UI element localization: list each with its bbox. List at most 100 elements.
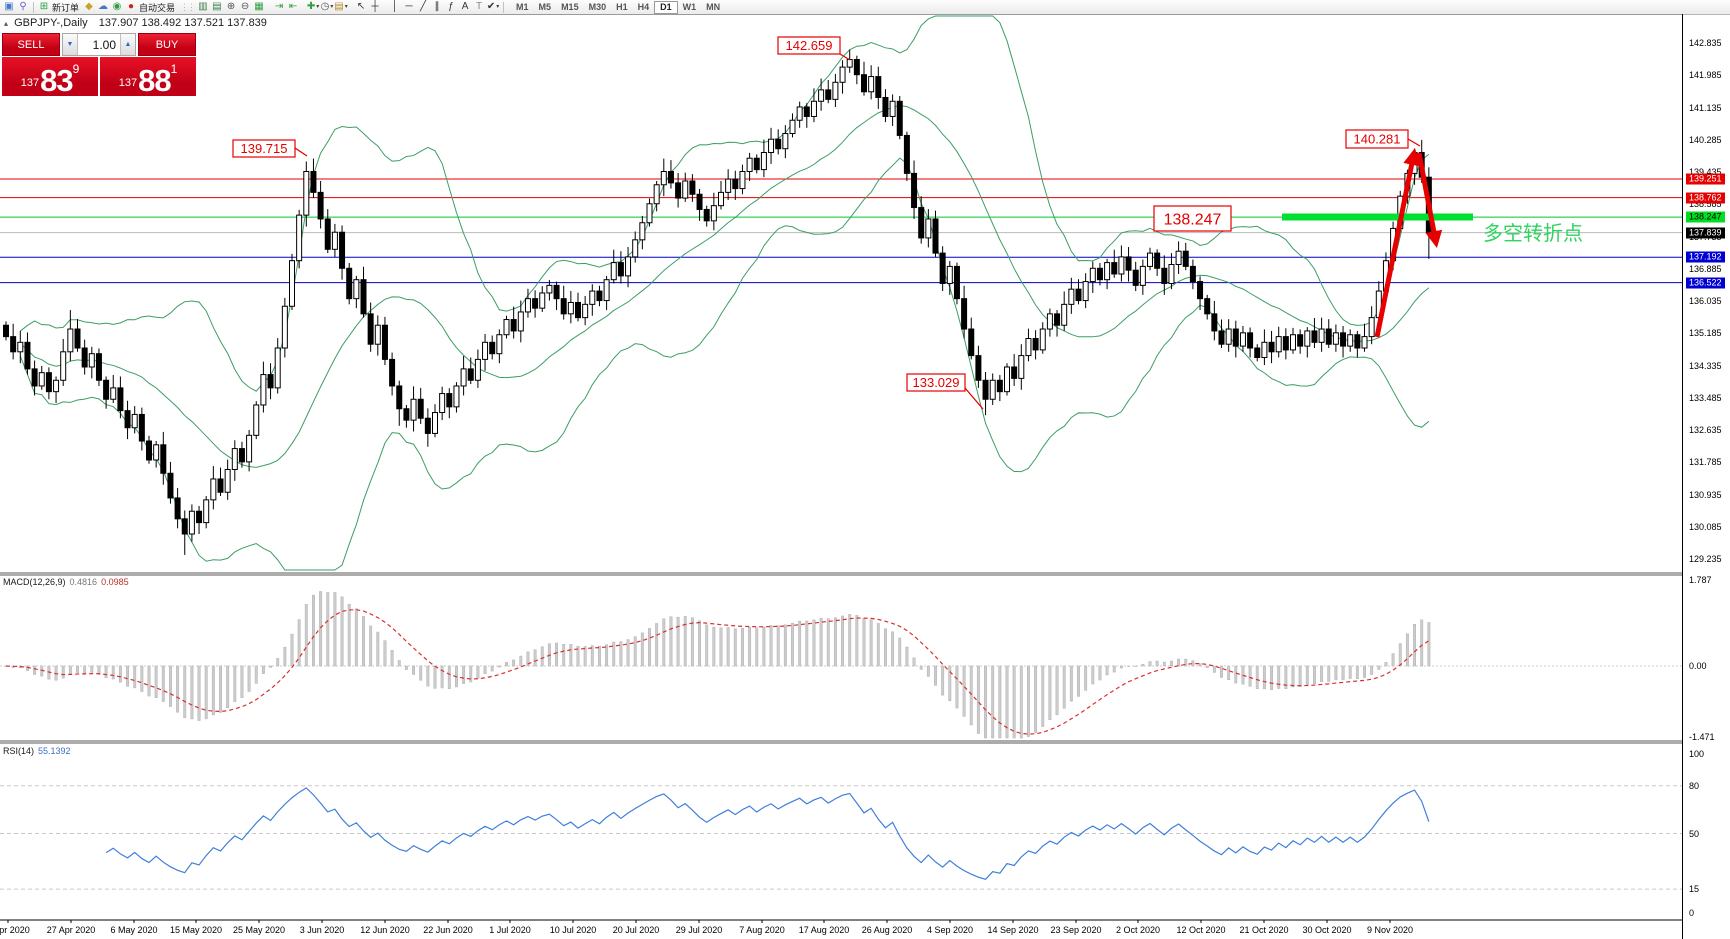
text-icon[interactable]: A: [461, 1, 469, 12]
volume-increase-button[interactable]: ▲: [120, 34, 135, 55]
price-tick-label: 142.835: [1689, 38, 1722, 48]
macd-histogram-bar: [1284, 665, 1288, 689]
macd-histogram-bar: [312, 594, 315, 667]
indicator-window-icon[interactable]: ▥: [198, 1, 208, 12]
text-label-icon[interactable]: T: [475, 1, 483, 12]
sell-price-big: 83: [40, 62, 73, 98]
trendline-icon[interactable]: ╱: [420, 1, 427, 12]
annotation-price-box: [1153, 205, 1232, 232]
rsi-tick-label: 15: [1689, 884, 1700, 895]
candle-body: [1318, 328, 1325, 343]
macd-histogram-bar: [562, 644, 566, 667]
candle-body: [117, 387, 124, 412]
macd-histogram-bar: [83, 665, 87, 674]
macd-histogram-bar: [934, 665, 937, 686]
macd-histogram-bar: [1320, 665, 1324, 682]
price-highlight-label: 138.762: [1686, 192, 1725, 204]
chart-window-icon[interactable]: ▣: [4, 1, 14, 12]
candle-body: [10, 336, 17, 353]
macd-histogram-bar: [1427, 622, 1431, 667]
history-center-icon[interactable]: ◆: [85, 1, 93, 12]
macd-histogram-bar: [1177, 658, 1181, 667]
one-click-collapse-icon[interactable]: ▴: [4, 19, 9, 28]
annotation-price-box: [906, 373, 966, 392]
new-order-icon[interactable]: ⊞: [39, 1, 49, 12]
candle-body: [1046, 313, 1053, 330]
tile-windows-icon[interactable]: ▦: [254, 1, 264, 12]
macd-histogram-bar: [869, 619, 873, 667]
candle-body: [346, 267, 353, 300]
fibonacci-icon[interactable]: ƒ: [448, 1, 454, 12]
add-indicator-icon-dropdown[interactable]: ▾: [316, 4, 320, 10]
candle-body: [768, 138, 775, 154]
timeframe-button-mn[interactable]: MN: [706, 1, 721, 12]
candle-body: [653, 184, 660, 205]
timeframe-button-m15[interactable]: M15: [561, 1, 579, 12]
price-chart-canvas[interactable]: 139.715 142.659 133.029 138.247 140.281 多空转折点: [0, 14, 1684, 939]
macd-histogram-bar: [884, 628, 887, 667]
macd-histogram-bar: [898, 637, 902, 667]
candle-body: [746, 157, 753, 172]
autotrading-button[interactable]: 自动交易: [139, 2, 176, 13]
macd-histogram-bar: [526, 651, 530, 667]
volume-decrease-button[interactable]: ▼: [63, 34, 78, 55]
sell-price-pip: 9: [72, 62, 80, 76]
candle-body: [596, 290, 603, 302]
candle-body: [911, 172, 918, 209]
price-tick-label: 141.985: [1689, 70, 1722, 81]
macd-histogram-bar: [1019, 665, 1023, 739]
buy-price-box[interactable]: 137 88 1: [100, 57, 196, 96]
macd-histogram-bar: [505, 662, 508, 667]
timeframe-button-m5[interactable]: M5: [538, 1, 552, 12]
candle-body: [718, 191, 724, 207]
vertical-line-icon[interactable]: │: [391, 1, 399, 12]
indicator-list-icon[interactable]: ▤: [212, 1, 222, 12]
sell-price-box[interactable]: 137 83 9: [2, 57, 98, 96]
rsi-indicator-label: RSI(14) 55.1392: [3, 746, 71, 756]
bollinger-middle-band: [19, 105, 1430, 468]
period-icon[interactable]: ◷ ▾: [320, 1, 334, 12]
cursor-icon[interactable]: ↖: [356, 1, 366, 12]
date-tick-label: 30 Oct 2020: [1302, 925, 1352, 935]
candle-body: [553, 284, 560, 300]
add-indicator-icon[interactable]: ✚ ▾: [306, 1, 320, 12]
terminal-icon[interactable]: ☁: [98, 1, 109, 12]
zoom-in-icon[interactable]: ⊕: [226, 1, 236, 12]
buy-button[interactable]: BUY: [138, 33, 196, 56]
horizontal-line-icon[interactable]: ─: [405, 1, 413, 12]
arrows-tool-icon-dropdown[interactable]: ▾: [496, 4, 500, 10]
timeframe-button-w1[interactable]: W1: [682, 1, 697, 12]
candle-body: [925, 218, 932, 239]
volume-input[interactable]: 1.00: [92, 38, 116, 52]
timeframe-button-h1[interactable]: H1: [616, 1, 628, 12]
timeframe-button-h4[interactable]: H4: [637, 1, 650, 12]
signals-icon[interactable]: ◉: [112, 1, 122, 12]
autotrading-icon[interactable]: ●: [127, 1, 135, 12]
chart-shift-icon[interactable]: ⇤: [288, 1, 298, 12]
candle-body: [238, 448, 245, 463]
zoom-out-icon[interactable]: ⊖: [240, 1, 250, 12]
template-icon-dropdown[interactable]: ▾: [344, 4, 348, 10]
sell-button[interactable]: SELL: [2, 33, 60, 56]
candle-body: [660, 170, 667, 186]
candle-body: [460, 368, 467, 387]
print-preview-icon[interactable]: ⚲: [19, 1, 27, 12]
candle-body: [67, 328, 74, 353]
timeframe-button-d1[interactable]: D1: [654, 0, 678, 14]
candle-body: [946, 265, 953, 284]
macd-histogram-bar: [333, 592, 337, 667]
period-icon-dropdown[interactable]: ▾: [330, 4, 334, 10]
arrows-tool-icon[interactable]: ✔ ▾: [486, 1, 500, 12]
auto-scroll-icon[interactable]: ⇥: [274, 1, 284, 12]
candle-body: [603, 279, 610, 302]
candle-body: [918, 207, 925, 239]
macd-histogram-bar: [1162, 661, 1166, 667]
timeframe-button-m1[interactable]: M1: [516, 1, 529, 12]
equidistant-channel-icon[interactable]: ∥: [434, 1, 440, 12]
template-icon[interactable]: ▤ ▾: [334, 1, 348, 12]
timeframe-button-m30[interactable]: M30: [588, 1, 607, 12]
new-order-button[interactable]: 新订单: [52, 2, 80, 13]
crosshair-icon[interactable]: ┼: [371, 1, 379, 12]
candle-body: [81, 347, 88, 368]
macd-histogram-bar: [762, 626, 766, 667]
